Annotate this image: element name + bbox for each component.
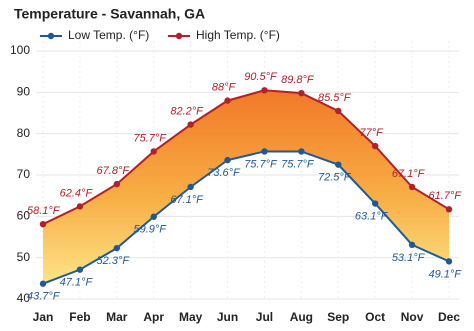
point (371, 142, 379, 150)
value-label: 72.5°F (318, 172, 352, 184)
point (408, 241, 416, 249)
x-tick-label: Sep (327, 310, 349, 324)
chart-title: Temperature - Savannah, GA (14, 6, 205, 22)
y-tick-label: 90 (17, 85, 31, 99)
value-label: 43.7°F (27, 291, 61, 303)
legend-label: Low Temp. (°F) (68, 28, 149, 42)
point (76, 266, 84, 273)
point (408, 183, 416, 191)
value-label: 89.8°F (281, 74, 315, 86)
point (150, 148, 157, 155)
point (187, 183, 194, 191)
value-label: 90.5°F (244, 71, 278, 83)
value-label: 61.7°F (428, 190, 462, 202)
point (113, 180, 121, 188)
y-tick-label: 50 (17, 250, 31, 264)
x-tick-label: Apr (143, 310, 164, 324)
range-area (43, 90, 449, 284)
value-label: 77°F (360, 127, 385, 139)
y-tick-label: 80 (17, 126, 31, 140)
value-label: 58.1°F (27, 205, 61, 217)
value-label: 75.7°F (281, 158, 315, 170)
legend-label: High Temp. (°F) (196, 28, 280, 42)
value-label: 88°F (212, 82, 237, 94)
value-label: 63.1°F (355, 210, 389, 222)
y-tick-label: 60 (17, 209, 31, 223)
point (224, 156, 231, 164)
value-label: 47.1°F (60, 277, 94, 289)
value-label: 73.6°F (207, 167, 241, 179)
point (76, 203, 84, 210)
point (261, 87, 268, 94)
point (298, 148, 305, 155)
x-tick-label: May (179, 310, 203, 324)
point (371, 200, 379, 207)
series-line (42, 89, 450, 226)
value-label: 67.1°F (392, 168, 426, 180)
x-tick-label: Aug (290, 310, 313, 324)
value-label: 62.4°F (60, 187, 94, 199)
point (335, 161, 342, 168)
value-label: 67.8°F (97, 165, 131, 177)
x-tick-label: Dec (438, 310, 460, 324)
x-tick-label: Oct (365, 310, 385, 324)
point (224, 97, 231, 104)
y-tick-label: 100 (10, 43, 30, 57)
series-line (42, 150, 450, 285)
point (187, 121, 194, 128)
value-label: 59.9°F (133, 224, 167, 236)
point (150, 213, 157, 220)
x-tick-label: Nov (401, 310, 424, 324)
legend-marker (47, 32, 55, 40)
value-label: 82.2°F (170, 105, 204, 117)
value-label: 67.1°F (170, 194, 204, 206)
value-label: 52.3°F (97, 255, 131, 267)
value-label: 75.7°F (133, 132, 167, 144)
legend-marker (175, 32, 183, 40)
point (39, 220, 47, 228)
point (298, 89, 305, 97)
x-tick-label: Jan (33, 310, 54, 324)
point (445, 258, 453, 265)
x-tick-label: Mar (106, 310, 128, 324)
value-label: 75.7°F (244, 158, 278, 170)
value-label: 85.5°F (318, 92, 352, 104)
y-tick-label: 70 (17, 167, 31, 181)
x-tick-label: Jul (256, 310, 273, 324)
value-label: 49.1°F (428, 268, 462, 280)
point (335, 107, 342, 115)
x-tick-label: Feb (69, 310, 90, 324)
x-tick-label: Jun (217, 310, 238, 324)
point (445, 206, 453, 213)
point (39, 280, 47, 287)
y-tick-label: 40 (17, 291, 31, 305)
value-label: 53.1°F (392, 252, 426, 264)
point (261, 148, 268, 155)
point (113, 244, 121, 252)
